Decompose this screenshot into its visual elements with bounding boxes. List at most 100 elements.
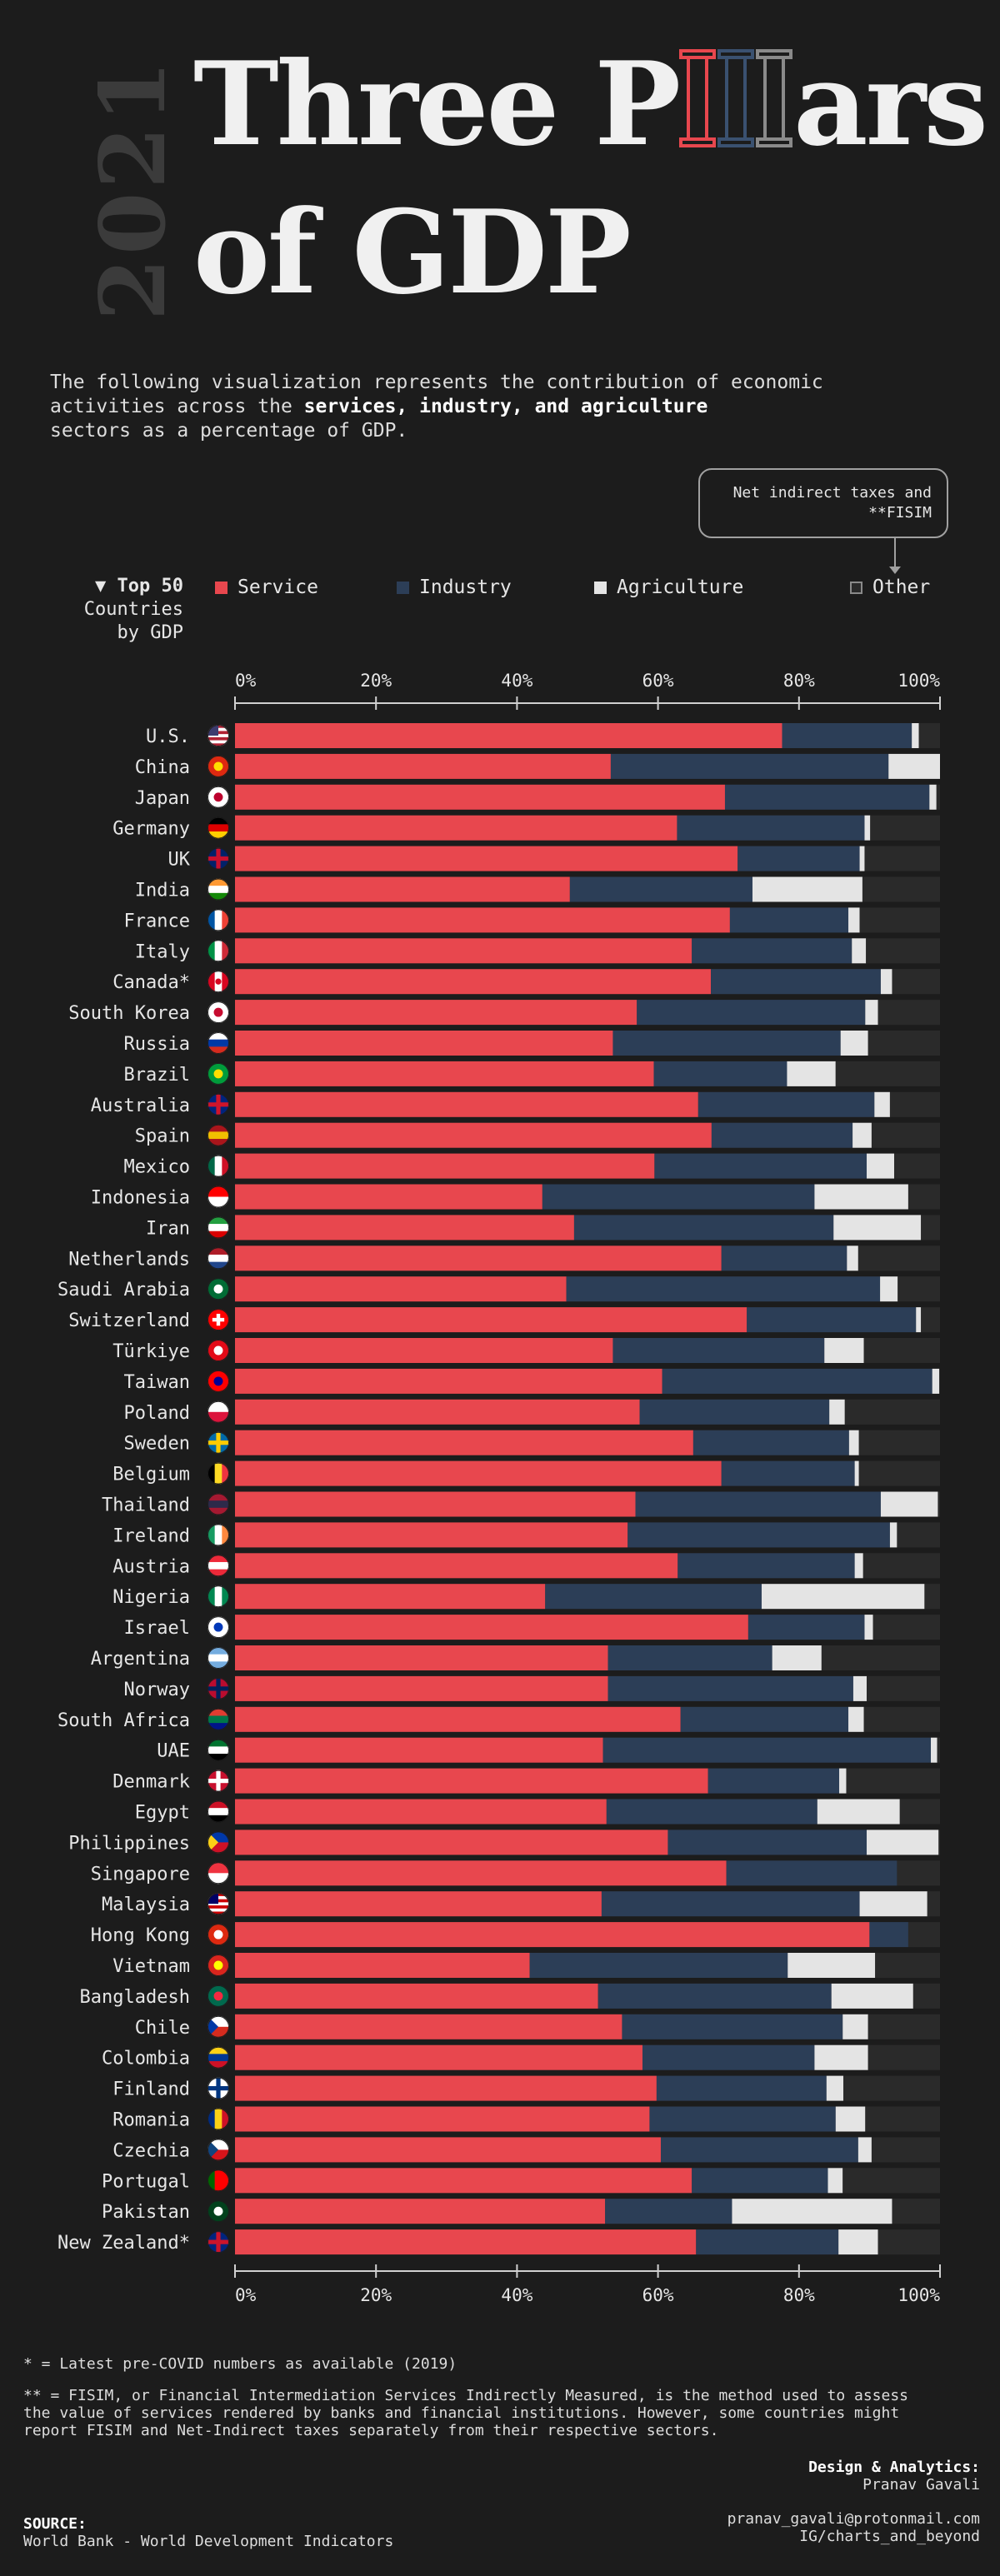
bar-service xyxy=(235,1031,613,1056)
bar-industry xyxy=(692,938,852,964)
bar-other xyxy=(875,1953,940,1978)
legend-item-agriculture: Agriculture xyxy=(594,577,743,598)
bar-other xyxy=(936,784,940,810)
bar-service xyxy=(235,1645,608,1670)
bar-industry xyxy=(573,1215,834,1241)
bar-industry xyxy=(738,846,860,871)
intro-line-2-bold: services, industry, and agriculture xyxy=(303,396,708,417)
country-label: Israel xyxy=(124,1618,190,1639)
bar-agriculture xyxy=(864,1615,873,1640)
bar-agriculture xyxy=(772,1645,822,1670)
country-label: Egypt xyxy=(135,1803,190,1824)
bar-other xyxy=(899,1799,940,1825)
intro-line-3: sectors as a percentage of GDP. xyxy=(50,420,408,442)
bar-agriculture xyxy=(833,1215,922,1241)
country-label: Saudi Arabia xyxy=(58,1280,190,1300)
bar-other xyxy=(894,1153,940,1179)
country-label: Norway xyxy=(124,1680,190,1700)
bar-service xyxy=(235,1584,546,1610)
flag-icon xyxy=(208,1800,229,1823)
credit-name: Pranav Gavali xyxy=(862,2476,980,2494)
bar-other xyxy=(843,2075,940,2101)
bar-industry xyxy=(729,907,849,933)
bar-other xyxy=(865,2106,940,2132)
flag-icon xyxy=(208,1247,229,1270)
country-label: Romania xyxy=(112,2110,190,2131)
bar-service xyxy=(235,753,611,779)
flag-icon xyxy=(208,1924,229,1946)
bar-other xyxy=(867,1675,940,1701)
country-label: South Korea xyxy=(68,1003,190,1024)
bar-industry xyxy=(622,2014,843,2039)
credit-label: Design & Analytics: xyxy=(808,2459,980,2476)
flag-icon xyxy=(208,1001,229,1024)
bar-industry xyxy=(610,753,889,779)
bar-industry xyxy=(608,1645,772,1670)
legend-swatch-industry xyxy=(397,581,409,594)
flag-icon xyxy=(208,1831,229,1854)
bar-service xyxy=(235,1737,603,1763)
bar-service xyxy=(235,1276,567,1302)
bar-agriculture xyxy=(880,1276,898,1302)
tick-label-bottom: 0% xyxy=(235,2285,257,2305)
legend-label-industry: Industry xyxy=(419,577,512,598)
bar-service xyxy=(235,846,738,871)
bar-industry xyxy=(711,1122,853,1148)
flag-icon xyxy=(208,1739,229,1761)
country-label: Philippines xyxy=(68,1833,190,1854)
tick-label-top: 0% xyxy=(235,671,257,691)
bar-service xyxy=(235,2106,650,2132)
bar-other xyxy=(872,1615,940,1640)
sort-label-line-3: by GDP xyxy=(117,622,183,643)
callout-arrow-icon xyxy=(889,567,901,574)
bar-agriculture xyxy=(864,815,871,841)
bar-industry xyxy=(653,1061,788,1086)
bar-industry xyxy=(654,1153,868,1179)
bar-industry xyxy=(708,1768,840,1794)
bar-service xyxy=(235,2199,606,2224)
bar-agriculture xyxy=(732,2199,892,2224)
bar-agriculture xyxy=(838,2229,878,2255)
bar-service xyxy=(235,907,730,933)
bar-other xyxy=(912,1983,940,2009)
country-label: Colombia xyxy=(102,2049,190,2069)
bar-agriculture xyxy=(858,2137,872,2163)
country-label: Argentina xyxy=(91,1649,190,1670)
country-label: Canada* xyxy=(112,972,190,993)
sort-label: ▼ Top 50 Countries by GDP xyxy=(84,575,183,645)
bar-other xyxy=(835,1061,940,1086)
intro-text: The following visualization represents t… xyxy=(50,371,967,443)
grey-pillar-icon xyxy=(756,49,793,147)
bar-agriculture xyxy=(865,1000,878,1026)
country-label: Netherlands xyxy=(68,1249,190,1270)
bar-other xyxy=(897,1860,940,1886)
flag-icon xyxy=(208,1309,229,1331)
title-three-p: Three P xyxy=(193,36,681,172)
flag-icon xyxy=(208,1893,229,1915)
bar-service xyxy=(235,1430,693,1455)
bar-other xyxy=(939,1368,940,1394)
flag-icon xyxy=(208,1370,229,1392)
bar-agriculture xyxy=(852,1122,872,1148)
bar-industry xyxy=(680,1706,849,1732)
bar-agriculture xyxy=(874,1091,890,1117)
country-label: Japan xyxy=(135,788,190,809)
country-label: Italy xyxy=(135,941,190,962)
bar-agriculture xyxy=(932,1368,940,1394)
bar-industry xyxy=(660,2137,858,2163)
bar-agriculture xyxy=(824,1338,864,1363)
flag-icon xyxy=(208,1155,229,1177)
bar-industry xyxy=(569,876,752,902)
legend-swatch-service xyxy=(215,581,228,594)
bar-industry xyxy=(545,1584,762,1610)
bar-industry xyxy=(748,1615,865,1640)
bar-other xyxy=(937,1737,940,1763)
bar-agriculture xyxy=(817,1799,900,1825)
bar-agriculture xyxy=(888,753,940,779)
flag-icon xyxy=(208,786,229,808)
country-label: UAE xyxy=(157,1741,190,1762)
bar-service xyxy=(235,1706,681,1732)
flag-icon xyxy=(208,1616,229,1639)
bar-agriculture xyxy=(814,2044,868,2070)
bar-agriculture xyxy=(826,2075,844,2101)
